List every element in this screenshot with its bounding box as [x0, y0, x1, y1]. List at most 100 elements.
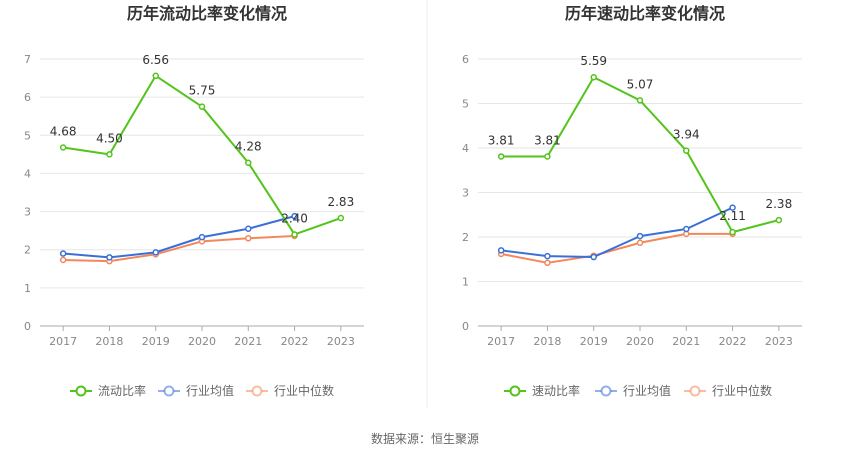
quick-x-tick-label: 2017	[487, 335, 515, 348]
quick-series-avg-point	[636, 232, 644, 240]
current-series-current-ratio-point	[59, 144, 67, 151]
quick-data-label: 3.94	[673, 128, 700, 142]
current-legend-item-median[interactable]: 行业中位数	[246, 383, 334, 398]
quick-data-label: 2.38	[765, 197, 792, 211]
current-y-tick-label: 3	[24, 206, 31, 219]
quick-y-tick-label: 0	[462, 320, 469, 333]
quick-y-tick-label: 5	[462, 98, 469, 111]
current-series-avg-point	[198, 233, 206, 241]
current-x-tick-label: 2022	[281, 335, 309, 348]
data-source-text: 数据来源：恒生聚源	[371, 431, 479, 446]
current-series-avg-point	[291, 212, 298, 220]
quick-y-tick-label: 1	[462, 276, 469, 289]
quick-legend-label: 行业均值	[623, 383, 671, 398]
quick-series-quick-ratio-point	[590, 73, 597, 81]
quick-series-avg-point	[544, 252, 551, 260]
quick-legend-swatch-marker	[600, 385, 612, 397]
quick-y-tick-label: 4	[462, 142, 469, 155]
quick-x-tick-label: 2021	[672, 335, 700, 348]
current-data-label: 5.75	[189, 84, 216, 98]
current-series-median-point	[59, 256, 67, 264]
quick-x-tick-label: 2020	[626, 335, 654, 348]
quick-x-tick-label: 2022	[719, 335, 747, 348]
quick-chart-title: 历年速动比率变化情况	[565, 4, 725, 23]
current-legend-label: 行业均值	[186, 383, 234, 398]
current-legend-label: 流动比率	[98, 383, 146, 398]
quick-data-label: 5.59	[580, 54, 607, 68]
quick-series-quick-ratio-point	[544, 153, 551, 160]
current-series-current-ratio-point	[245, 159, 252, 166]
current-data-label: 4.50	[96, 131, 123, 145]
quick-data-label: 3.81	[488, 133, 515, 147]
quick-series-median-point	[636, 239, 644, 247]
current-series-median-point	[245, 235, 252, 242]
current-legend-swatch-marker	[251, 385, 263, 397]
current-series-current-ratio-point	[198, 103, 206, 110]
quick-series-quick-ratio-point	[729, 228, 736, 236]
quick-series-avg-line	[501, 206, 733, 259]
quick-x-tick-label: 2018	[533, 335, 561, 348]
quick-series-avg-point	[497, 247, 505, 254]
current-y-tick-label: 4	[24, 167, 31, 180]
current-legend-label: 行业中位数	[274, 383, 334, 398]
quick-series-avg-point	[683, 225, 690, 233]
quick-series-quick-ratio-point	[497, 153, 505, 160]
current-series-avg-point	[152, 249, 159, 256]
quick-data-label: 5.07	[627, 77, 654, 91]
current-ratio-chart: 历年流动比率变化情况 0 1 2 3 4 5 6 7 2017 2018 2019 2020 2021 20…	[24, 4, 364, 398]
quick-y-tick-label: 2	[462, 231, 469, 244]
current-legend-item-current-ratio[interactable]: 流动比率	[70, 383, 146, 398]
quick-data-label: 2.11	[719, 209, 746, 223]
quick-data-label: 3.81	[534, 133, 561, 147]
quick-y-tick-label: 3	[462, 187, 469, 200]
current-series-avg-point	[106, 254, 113, 261]
current-y-tick-label: 2	[24, 244, 31, 257]
current-y-tick-label: 5	[24, 129, 31, 142]
current-legend-swatch-marker	[75, 385, 87, 397]
current-series-avg-point	[245, 225, 252, 232]
current-x-tick-label: 2021	[234, 335, 262, 348]
quick-legend-item-quick-ratio[interactable]: 速动比率	[504, 383, 580, 398]
current-legend-swatch-marker	[163, 385, 175, 397]
current-series-median-line	[63, 234, 295, 263]
quick-series-median-point	[544, 259, 551, 267]
current-series-current-ratio-point	[337, 214, 345, 222]
current-chart-title: 历年流动比率变化情况	[127, 4, 287, 23]
current-series-avg-point	[59, 250, 67, 257]
quick-legend-item-avg[interactable]: 行业均值	[595, 383, 671, 398]
current-series-current-ratio-point	[291, 231, 298, 238]
quick-series-avg-point	[590, 253, 597, 261]
current-data-label: 6.56	[142, 53, 169, 67]
current-x-tick-label: 2017	[49, 335, 77, 348]
current-x-tick-label: 2020	[188, 335, 216, 348]
current-series-current-ratio-point	[152, 72, 159, 80]
quick-series-avg-point	[729, 204, 736, 211]
quick-ratio-chart: 历年速动比率变化情况 0 1 2 3 4 5 6 2017 2018 2019 2020 2021 202…	[462, 4, 802, 398]
quick-series-median-line	[500, 232, 733, 264]
current-y-tick-label: 1	[24, 282, 31, 295]
current-y-tick-label: 6	[24, 91, 31, 104]
quick-x-tick-label: 2019	[580, 335, 608, 348]
quick-series-quick-ratio-point	[636, 97, 644, 104]
current-data-label: 2.40	[281, 211, 308, 225]
quick-series-quick-ratio-point	[775, 216, 783, 224]
current-data-label: 2.83	[327, 195, 354, 209]
current-y-tick-label: 7	[24, 53, 31, 66]
current-series-current-ratio-point	[106, 151, 113, 158]
current-y-tick-label: 0	[24, 320, 31, 333]
quick-legend-label: 行业中位数	[712, 383, 772, 398]
current-x-tick-label: 2019	[142, 335, 170, 348]
quick-series-quick-ratio-point	[683, 147, 690, 154]
quick-legend-item-median[interactable]: 行业中位数	[684, 383, 772, 398]
quick-legend-swatch-marker	[509, 385, 521, 397]
quick-y-tick-label: 6	[462, 53, 469, 66]
quick-legend-label: 速动比率	[532, 383, 580, 398]
current-series-avg-line	[63, 215, 295, 259]
quick-legend-swatch-marker	[689, 385, 701, 397]
quick-x-tick-label: 2023	[765, 335, 793, 348]
current-legend-item-avg[interactable]: 行业均值	[158, 383, 234, 398]
current-data-label: 4.68	[50, 124, 77, 138]
current-data-label: 4.28	[235, 140, 262, 154]
current-x-tick-label: 2023	[327, 335, 355, 348]
